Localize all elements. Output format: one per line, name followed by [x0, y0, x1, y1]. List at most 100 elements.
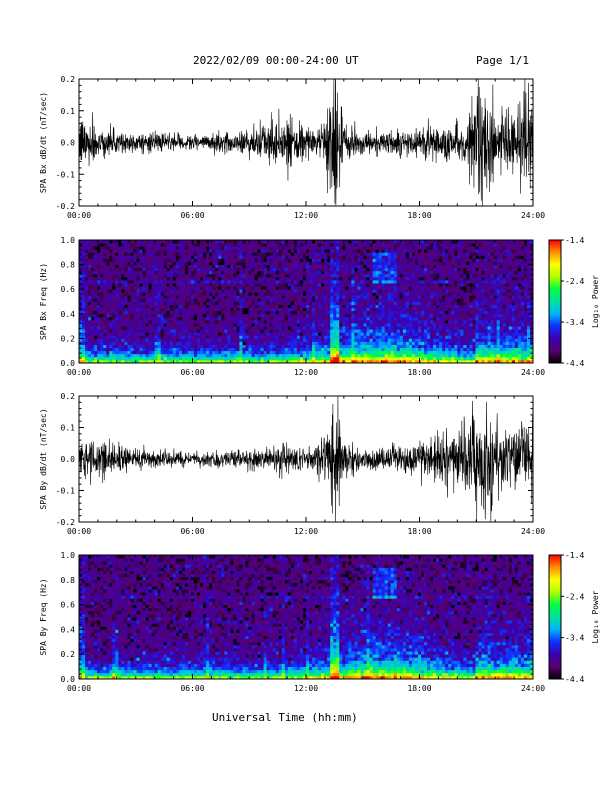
heatmap-cell — [221, 276, 225, 281]
heatmap-cell — [351, 301, 355, 305]
heatmap-cell — [242, 295, 246, 299]
heatmap-cell — [163, 283, 168, 287]
heatmap-cell — [445, 323, 449, 327]
heatmap-cell — [318, 307, 322, 312]
heatmap-cell — [408, 313, 413, 318]
heatmap-cell — [439, 286, 443, 290]
heatmap-cell — [142, 338, 146, 342]
heatmap-cell — [354, 276, 358, 281]
heatmap-cell — [281, 283, 286, 287]
heatmap-cell — [306, 319, 310, 324]
heatmap-cell — [269, 319, 274, 324]
heatmap-cell — [448, 347, 452, 352]
heatmap-cell — [269, 264, 274, 269]
heatmap-cell — [439, 310, 443, 315]
heatmap-cell — [278, 295, 283, 299]
heatmap-cell — [88, 356, 92, 361]
heatmap-cell — [378, 307, 383, 312]
heatmap-cell — [369, 295, 373, 299]
heatmap-cell — [106, 359, 110, 364]
heatmap-cell — [396, 338, 401, 342]
heatmap-cell — [82, 356, 86, 361]
heatmap-cell — [302, 350, 307, 355]
heatmap-cell — [218, 344, 222, 349]
heatmap-cell — [197, 304, 201, 309]
heatmap-cell — [94, 255, 98, 259]
heatmap-cell — [151, 304, 156, 309]
heatmap-cell — [145, 249, 150, 253]
heatmap-cell — [187, 307, 192, 312]
heatmap-cell — [112, 341, 116, 345]
heatmap-cell — [233, 289, 237, 293]
heatmap-cell — [436, 240, 440, 244]
heatmap-cell — [115, 270, 119, 275]
heatmap-cell — [339, 279, 343, 284]
heatmap-cell — [239, 246, 243, 250]
heatmap-cell — [442, 289, 446, 293]
heatmap-cell — [112, 273, 116, 278]
heatmap-cell — [442, 353, 446, 358]
heatmap-cell — [275, 286, 280, 290]
heatmap-cell — [357, 255, 361, 259]
heatmap-cell — [224, 298, 228, 302]
heatmap-cell — [157, 338, 162, 342]
heatmap-cell — [266, 335, 271, 339]
heatmap-cell — [163, 332, 168, 336]
heatmap-cell — [118, 267, 122, 272]
heatmap-cell — [436, 326, 440, 330]
heatmap-cell — [115, 307, 119, 312]
heatmap-cell — [215, 359, 219, 364]
heatmap-cell — [248, 246, 252, 250]
heatmap-cell — [318, 289, 322, 293]
heatmap-cell — [290, 283, 295, 287]
heatmap-cell — [100, 316, 104, 321]
heatmap-cell — [260, 298, 265, 302]
heatmap-cell — [417, 295, 422, 299]
heatmap-cell — [82, 301, 86, 305]
heatmap-cell — [112, 289, 116, 293]
heatmap-cell — [85, 261, 89, 265]
heatmap-cell — [251, 304, 255, 309]
heatmap-cell — [230, 267, 234, 272]
heatmap-cell — [184, 304, 189, 309]
heatmap-cell — [215, 323, 219, 327]
heatmap-cell — [181, 289, 186, 293]
heatmap-cell — [439, 270, 443, 275]
heatmap-cell — [148, 240, 153, 244]
heatmap-cell — [318, 359, 322, 364]
heatmap-cell — [384, 283, 389, 287]
heatmap-cell — [133, 332, 137, 336]
heatmap-cell — [348, 332, 352, 336]
heatmap-cell — [363, 310, 367, 315]
heatmap-cell — [209, 307, 213, 312]
heatmap-cell — [151, 332, 156, 336]
heatmap-cell — [351, 310, 355, 315]
heatmap-cell — [436, 289, 440, 293]
heatmap-cell — [318, 258, 322, 262]
heatmap-cell — [184, 279, 189, 284]
heatmap-cell — [266, 249, 271, 253]
heatmap-cell — [439, 264, 443, 269]
heatmap-cell — [408, 255, 413, 259]
heatmap-cell — [145, 255, 150, 259]
x-tick-label: 24:00 — [521, 211, 545, 220]
heatmap-cell — [148, 298, 153, 302]
heatmap-cell — [221, 286, 225, 290]
heatmap-cell — [293, 273, 298, 278]
heatmap-cell — [163, 286, 168, 290]
heatmap-cell — [296, 252, 301, 256]
heatmap-cell — [82, 310, 86, 315]
heatmap-cell — [357, 249, 361, 253]
heatmap-cell — [396, 270, 401, 275]
heatmap-cell — [281, 353, 286, 358]
heatmap-cell — [348, 341, 352, 345]
heatmap-cell — [151, 350, 156, 355]
heatmap-cell — [85, 329, 89, 333]
heatmap-cell — [169, 240, 174, 244]
heatmap-cell — [257, 267, 261, 272]
heatmap-cell — [230, 319, 234, 324]
heatmap-cell — [366, 350, 370, 355]
heatmap-cell — [433, 289, 437, 293]
heatmap-cell — [345, 292, 349, 296]
heatmap-cell — [203, 261, 207, 265]
